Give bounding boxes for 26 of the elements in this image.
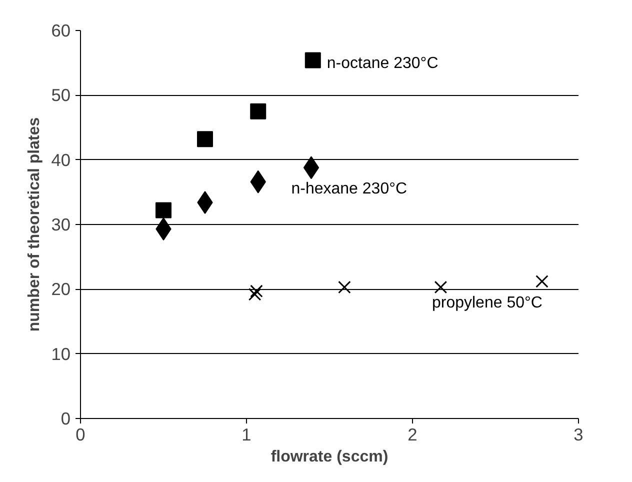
point	[248, 288, 262, 301]
point	[197, 131, 213, 148]
point	[304, 52, 321, 68]
y-tick-label: 50	[51, 85, 71, 106]
y-tick-label: 60	[51, 20, 71, 40]
y-tick-label: 20	[51, 279, 71, 300]
y-tick-label: 30	[51, 214, 71, 234]
y-axis-title: number of theoretical plates	[26, 117, 44, 332]
point	[536, 275, 548, 288]
series-label: propylene 50°C	[432, 294, 542, 312]
x-tick-label: 2	[408, 424, 418, 444]
point	[338, 280, 351, 294]
series-label: n-hexane 230°C	[291, 180, 408, 198]
y-tick-label: 10	[51, 344, 71, 364]
point	[250, 103, 266, 120]
point	[156, 202, 172, 218]
series-label: n-octane 230°C	[326, 55, 438, 72]
x-tick-label: 1	[242, 424, 252, 444]
y-tick-label: 0	[60, 408, 71, 428]
x-tick-label: 3	[574, 424, 584, 444]
point	[303, 156, 320, 180]
x-axis-title: flowrate (sccm)	[270, 448, 388, 466]
point	[434, 280, 448, 294]
x-tick-label: 0	[76, 424, 86, 444]
y-tick-label: 40	[51, 150, 71, 170]
point	[250, 284, 263, 298]
